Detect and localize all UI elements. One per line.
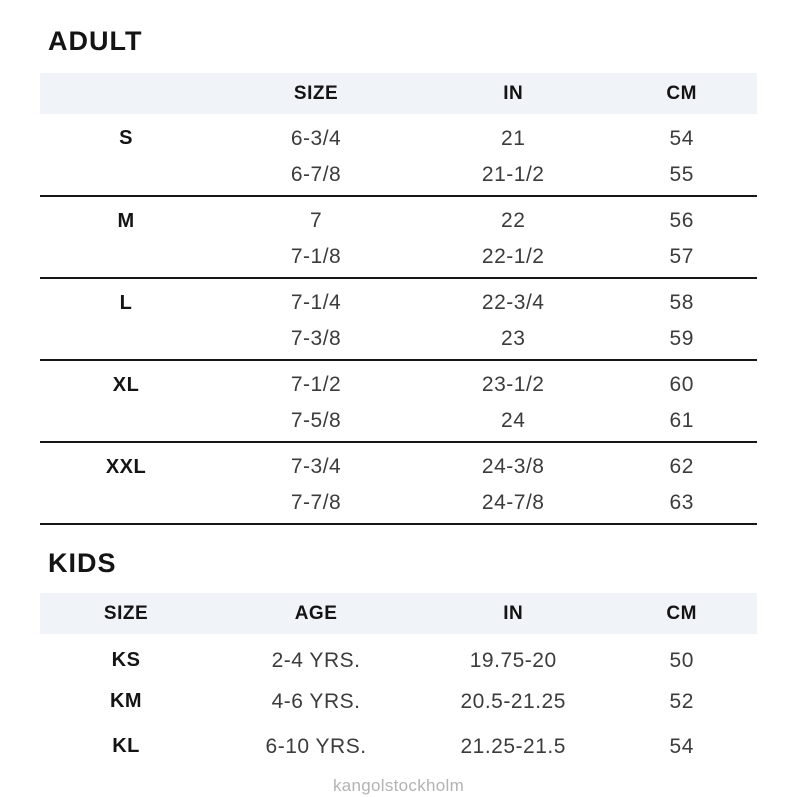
inches-cell: 20.5-21.25 — [460, 689, 566, 713]
cm-cell: 56 — [669, 209, 694, 232]
table-row: KL 6-10 YRS. 21.25-21.5 54 — [40, 724, 757, 769]
cm-cell: 62 — [669, 455, 694, 478]
cm-cell: 55 — [606, 155, 757, 197]
kids-header-size: SIZE — [40, 593, 213, 634]
table-row: KS 2-4 YRS. 19.75-20 50 — [40, 634, 757, 679]
table-row: L 7-1/4 22-3/4 58 — [40, 278, 757, 319]
kids-header-cm: CM — [606, 593, 757, 634]
inches-cell: 21-1/2 — [420, 155, 607, 197]
adult-header-in: IN — [420, 73, 607, 114]
adult-size-table: SIZE IN CM S 6-3/4 21 54 6-7/8 21-1/2 55… — [40, 73, 757, 525]
size-label-cell: KM — [109, 690, 143, 712]
size-label-cell — [40, 237, 213, 279]
hat-size-cell: 7-5/8 — [212, 401, 420, 443]
table-row: 7-1/8 22-1/2 57 — [40, 237, 757, 279]
table-row: KM 4-6 YRS. 20.5-21.25 52 — [40, 679, 757, 724]
hat-size-cell: 7-7/8 — [212, 483, 420, 525]
adult-header-cm: CM — [606, 73, 757, 114]
size-label-cell: KL — [112, 735, 140, 757]
size-label-cell — [40, 319, 213, 361]
age-cell: 6-10 YRS. — [265, 734, 367, 758]
hat-size-cell: 6-3/4 — [290, 126, 342, 150]
inches-cell: 23-1/2 — [481, 373, 545, 396]
inches-cell: 22-1/2 — [420, 237, 607, 279]
table-row: 7-5/8 24 61 — [40, 401, 757, 443]
inches-cell: 24-7/8 — [420, 483, 607, 525]
size-label-cell: XXL — [105, 455, 147, 478]
brand-watermark: kangolstockholm — [332, 776, 465, 795]
table-row: S 6-3/4 21 54 — [40, 114, 757, 155]
inches-cell: 24-3/8 — [481, 455, 545, 478]
cm-cell: 52 — [669, 689, 694, 713]
table-row: M 7 22 56 — [40, 196, 757, 237]
hat-size-cell: 7-1/4 — [290, 291, 342, 314]
adult-header-empty — [40, 73, 213, 114]
age-cell: 2-4 YRS. — [271, 648, 361, 672]
hat-size-cell: 7-3/4 — [290, 455, 342, 478]
adult-header-row: SIZE IN CM — [40, 73, 757, 114]
table-row: 7-7/8 24-7/8 63 — [40, 483, 757, 525]
size-label-cell — [40, 155, 213, 197]
kids-header-in: IN — [420, 593, 607, 634]
size-label-cell: S — [119, 127, 133, 149]
cm-cell: 58 — [669, 291, 694, 314]
inches-cell: 22 — [501, 209, 526, 232]
size-label-cell: KS — [111, 649, 141, 671]
cm-cell: 59 — [606, 319, 757, 361]
kids-size-table: SIZE AGE IN CM KS 2-4 YRS. 19.75-20 50 K… — [40, 593, 757, 769]
adult-table-header: SIZE IN CM — [40, 73, 757, 114]
hat-size-cell: 7-1/2 — [290, 373, 342, 396]
size-label-cell — [40, 483, 213, 525]
inches-cell: 24 — [420, 401, 607, 443]
cm-cell: 54 — [669, 126, 694, 150]
size-label-cell: L — [119, 291, 133, 314]
table-row: XL 7-1/2 23-1/2 60 — [40, 360, 757, 401]
hat-size-cell: 6-7/8 — [212, 155, 420, 197]
adult-section-title: ADULT — [48, 26, 143, 56]
kids-section-title: KIDS — [48, 548, 117, 578]
kids-header-row: SIZE AGE IN CM — [40, 593, 757, 634]
kids-header-age: AGE — [212, 593, 420, 634]
cm-cell: 57 — [606, 237, 757, 279]
kids-table-header: SIZE AGE IN CM — [40, 593, 757, 634]
hat-size-cell: 7-1/8 — [212, 237, 420, 279]
table-row: 6-7/8 21-1/2 55 — [40, 155, 757, 197]
table-row: 7-3/8 23 59 — [40, 319, 757, 361]
adult-header-size: SIZE — [212, 73, 420, 114]
inches-cell: 21 — [501, 126, 526, 150]
size-label-cell: M — [117, 209, 135, 232]
age-cell: 4-6 YRS. — [271, 689, 361, 713]
cm-cell: 61 — [606, 401, 757, 443]
cm-cell: 50 — [669, 648, 694, 672]
cm-cell: 54 — [669, 734, 694, 758]
inches-cell: 22-3/4 — [481, 291, 545, 314]
size-label-cell: XL — [112, 373, 140, 396]
hat-size-cell: 7 — [309, 209, 323, 232]
inches-cell: 21.25-21.5 — [460, 734, 566, 758]
hat-size-cell: 7-3/8 — [212, 319, 420, 361]
cm-cell: 63 — [606, 483, 757, 525]
size-label-cell — [40, 401, 213, 443]
cm-cell: 60 — [669, 373, 694, 396]
inches-cell: 23 — [420, 319, 607, 361]
table-row: XXL 7-3/4 24-3/8 62 — [40, 442, 757, 483]
inches-cell: 19.75-20 — [469, 648, 557, 672]
